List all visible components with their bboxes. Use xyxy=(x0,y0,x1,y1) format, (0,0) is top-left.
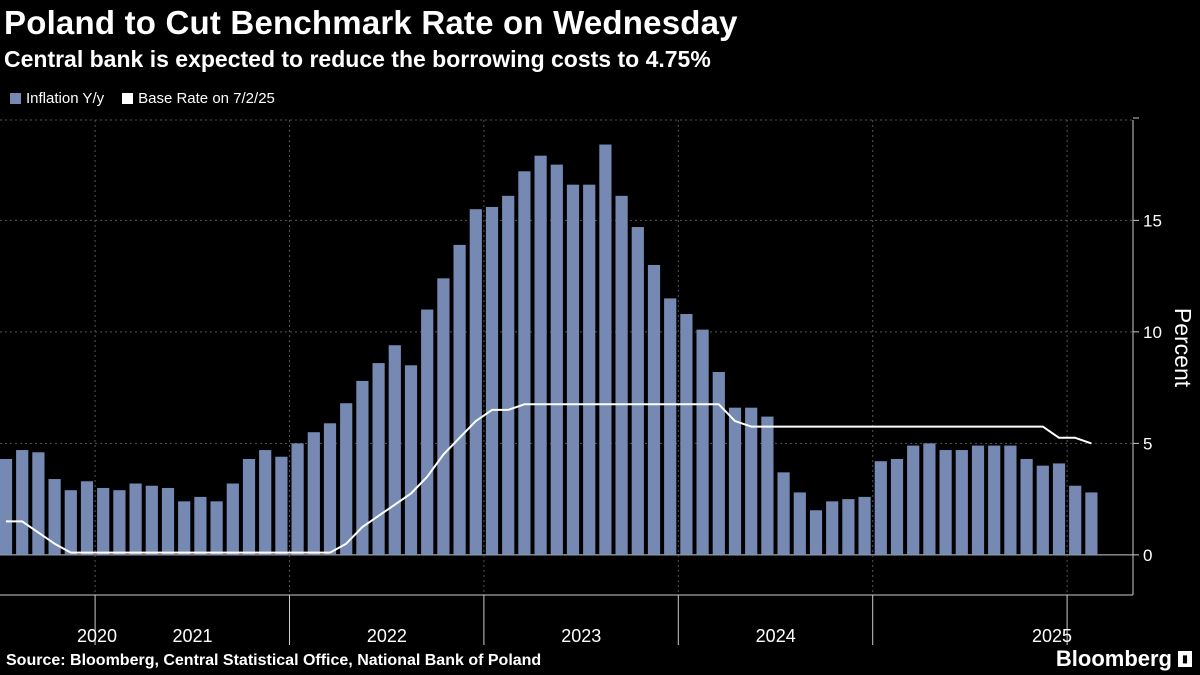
inflation-bar xyxy=(599,144,612,555)
inflation-bar xyxy=(421,309,434,555)
inflation-bar xyxy=(323,423,337,555)
inflation-bar xyxy=(145,485,158,555)
inflation-bar xyxy=(777,472,790,555)
legend-swatch-inflation xyxy=(10,93,21,104)
inflation-bar xyxy=(259,450,272,555)
inflation-bar xyxy=(32,452,45,555)
bloomberg-logo: Bloomberg ▮ xyxy=(1056,646,1192,672)
inflation-bar xyxy=(550,164,563,555)
inflation-bar xyxy=(761,416,774,555)
base-rate-line xyxy=(6,403,1092,554)
inflation-bar xyxy=(518,171,531,555)
ytick-label-0: 0 xyxy=(1143,546,1152,565)
inflation-bar xyxy=(971,445,985,555)
inflation-bar xyxy=(48,479,61,555)
inflation-bar xyxy=(583,184,596,555)
bloomberg-badge-icon: ▮ xyxy=(1178,651,1192,667)
source-note: Source: Bloomberg, Central Statistical O… xyxy=(6,652,542,669)
year-label-2022: 2022 xyxy=(367,626,407,646)
ytick-label-15: 15 xyxy=(1143,211,1162,230)
inflation-bar xyxy=(664,298,677,555)
year-label-2021: 2021 xyxy=(172,626,212,646)
inflation-bar xyxy=(242,458,256,555)
y-axis-label: Percent xyxy=(1170,308,1196,388)
legend-swatch-base-rate xyxy=(122,93,134,104)
legend-item-base-rate: Base Rate on 7/2/25 xyxy=(122,90,275,107)
legend: Inflation Y/y Base Rate on 7/2/25 xyxy=(10,90,275,107)
inflation-bar xyxy=(680,314,693,555)
inflation-bar xyxy=(275,456,288,555)
inflation-bar xyxy=(615,195,628,555)
inflation-bar xyxy=(291,443,304,555)
chart-title: Poland to Cut Benchmark Rate on Wednesda… xyxy=(4,4,738,41)
inflation-bar xyxy=(437,278,450,555)
legend-item-inflation: Inflation Y/y xyxy=(10,90,104,107)
inflation-bar xyxy=(502,195,515,555)
inflation-bar xyxy=(858,496,871,555)
inflation-bar xyxy=(923,443,936,555)
inflation-bar xyxy=(809,510,823,555)
inflation-bar xyxy=(113,490,126,555)
inflation-bar xyxy=(356,380,369,555)
inflation-bar xyxy=(1004,445,1017,555)
inflation-bar xyxy=(745,407,758,555)
ytick-label-10: 10 xyxy=(1143,323,1162,342)
inflation-bar xyxy=(64,490,77,555)
inflation-bar xyxy=(712,371,725,555)
inflation-bar xyxy=(340,403,353,555)
year-label-2020: 2020 xyxy=(77,626,117,646)
inflation-bar xyxy=(16,450,29,555)
inflation-bar xyxy=(566,184,580,555)
inflation-bar xyxy=(826,501,839,555)
inflation-bar xyxy=(793,492,806,555)
inflation-bar xyxy=(1052,463,1066,555)
inflation-bar xyxy=(955,450,968,555)
inflation-bar xyxy=(485,206,499,555)
year-label-2024: 2024 xyxy=(756,626,796,646)
inflation-bar xyxy=(226,483,239,555)
inflation-bar xyxy=(1020,458,1033,555)
inflation-bar xyxy=(842,499,855,555)
inflation-bar xyxy=(372,363,385,555)
year-label-2023: 2023 xyxy=(561,626,601,646)
inflation-bar xyxy=(129,483,142,555)
chart-subtitle: Central bank is expected to reduce the b… xyxy=(4,46,711,72)
inflation-bar xyxy=(988,445,1001,555)
inflation-bar xyxy=(194,496,207,555)
legend-label-inflation: Inflation Y/y xyxy=(26,90,105,107)
inflation-bar xyxy=(647,264,661,555)
inflation-bar xyxy=(631,227,644,555)
axes: 0 5 10 15 Percent 2020 2021 2022 2023 2024 2025 xyxy=(0,117,1196,646)
inflation-bar xyxy=(178,501,191,555)
inflation-bar xyxy=(696,329,709,555)
inflation-bars xyxy=(0,144,1098,555)
inflation-bar xyxy=(907,445,920,555)
inflation-bar xyxy=(1069,485,1082,555)
inflation-bar xyxy=(210,501,223,555)
inflation-bar xyxy=(307,432,320,555)
inflation-bar xyxy=(1036,465,1049,555)
inflation-bar xyxy=(453,244,466,555)
ytick-label-5: 5 xyxy=(1143,434,1152,453)
logo-text: Bloomberg xyxy=(1055,646,1172,671)
inflation-bar xyxy=(404,365,418,555)
legend-label-base-rate: Base Rate on 7/2/25 xyxy=(138,90,275,107)
inflation-bar xyxy=(728,407,742,555)
year-label-2025: 2025 xyxy=(1032,626,1072,646)
inflation-bar xyxy=(80,481,94,555)
base-rate-line-group xyxy=(6,403,1092,554)
inflation-bar xyxy=(161,487,175,555)
inflation-bar xyxy=(469,209,482,555)
inflation-bar xyxy=(1085,492,1098,555)
inflation-bar xyxy=(388,345,401,555)
inflation-bar xyxy=(97,487,110,555)
inflation-bar xyxy=(534,155,547,555)
inflation-bar xyxy=(0,458,13,555)
inflation-bar xyxy=(939,450,952,555)
inflation-bar xyxy=(874,461,887,555)
inflation-bar xyxy=(890,458,904,555)
